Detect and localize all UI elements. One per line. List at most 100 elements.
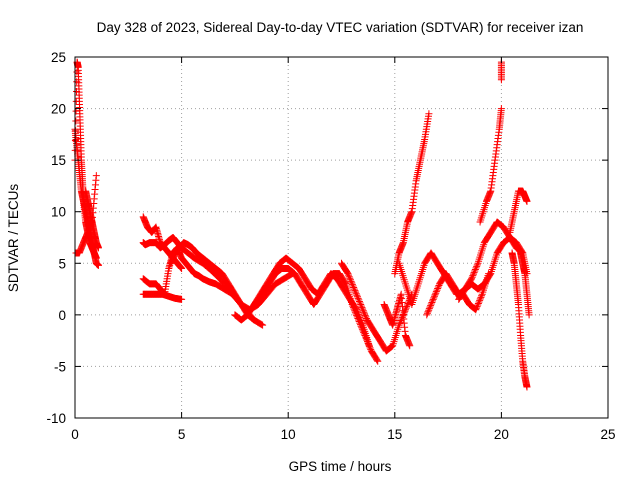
data-point — [362, 333, 370, 341]
data-point — [345, 271, 353, 279]
data-point — [471, 265, 479, 273]
y-tick-label: 20 — [51, 102, 66, 117]
series-arc-l — [338, 259, 416, 355]
data-point — [353, 311, 361, 319]
data-point — [353, 313, 361, 321]
data-point — [353, 291, 361, 299]
data-point — [352, 288, 360, 296]
data-point — [423, 309, 431, 317]
series-arc-k — [252, 264, 382, 365]
data-point — [473, 262, 481, 270]
data-point — [352, 290, 360, 298]
series-arc-t — [506, 187, 531, 236]
data-point — [428, 298, 436, 306]
y-tick-label: 5 — [58, 256, 66, 271]
data-point — [469, 270, 477, 278]
data-point — [357, 301, 365, 309]
data-point — [361, 310, 369, 318]
data-point — [348, 280, 356, 288]
x-tick-label: 20 — [494, 427, 509, 442]
y-tick-label: 25 — [51, 50, 66, 65]
data-point — [486, 271, 494, 279]
data-point — [365, 342, 373, 350]
data-point — [358, 324, 366, 332]
data-point — [476, 295, 484, 303]
data-point — [433, 286, 441, 294]
series-arc-u — [508, 249, 531, 391]
data-point — [92, 172, 100, 180]
data-points — [71, 58, 533, 391]
series-arc-v — [517, 249, 533, 319]
data-point — [94, 244, 102, 252]
y-axis-label: SDTVAR / TECUs — [6, 184, 21, 293]
data-point — [478, 292, 486, 300]
chart-title: Day 328 of 2023, Sidereal Day-to-day VTE… — [97, 20, 584, 35]
data-point — [472, 264, 480, 272]
data-point — [396, 318, 404, 326]
x-tick-label: 10 — [281, 427, 296, 442]
data-point — [345, 273, 353, 281]
data-point — [365, 341, 373, 349]
data-point — [178, 295, 186, 303]
data-point — [358, 304, 366, 312]
data-point — [477, 293, 485, 301]
data-point — [344, 270, 352, 278]
data-point — [354, 314, 362, 322]
series-arc-m — [380, 290, 414, 350]
y-tick-label: -5 — [54, 359, 66, 374]
data-point — [350, 284, 358, 292]
data-point — [472, 306, 480, 314]
data-point — [395, 321, 403, 329]
data-point — [497, 105, 505, 113]
data-point — [364, 339, 372, 347]
data-point — [350, 305, 358, 313]
data-point — [396, 320, 404, 328]
data-point — [355, 296, 363, 304]
data-point — [469, 272, 477, 280]
data-point — [473, 303, 481, 311]
y-tick-label: -10 — [46, 411, 66, 426]
x-tick-label: 5 — [178, 427, 186, 442]
data-point — [364, 338, 372, 346]
data-point — [349, 304, 357, 312]
data-point — [471, 267, 479, 275]
x-tick-label: 15 — [387, 427, 402, 442]
data-point — [429, 297, 437, 305]
data-point — [432, 289, 440, 297]
data-point — [356, 319, 364, 327]
data-point — [356, 321, 364, 329]
data-point — [473, 261, 481, 269]
data-point — [360, 328, 368, 336]
axis-ticks: 0 5 10 15 20 25 -10 -5 0 5 10 15 20 25 — [46, 50, 615, 442]
data-point — [362, 335, 370, 343]
data-point — [257, 320, 265, 328]
data-point — [425, 305, 433, 313]
data-point — [474, 301, 482, 309]
x-tick-label: 0 — [71, 427, 79, 442]
data-point — [346, 276, 354, 284]
data-point — [470, 269, 478, 277]
data-point — [347, 277, 355, 285]
data-point — [360, 330, 368, 338]
data-point — [258, 321, 266, 329]
data-point — [472, 304, 480, 312]
data-point — [354, 294, 362, 302]
data-point — [403, 301, 411, 309]
data-point — [475, 298, 483, 306]
data-point — [429, 295, 437, 303]
data-point — [432, 288, 440, 296]
data-point — [424, 308, 432, 316]
data-point — [348, 301, 356, 309]
data-point — [349, 302, 357, 310]
data-point — [523, 197, 531, 205]
data-point — [423, 311, 431, 319]
data-point — [474, 300, 482, 308]
data-point — [356, 299, 364, 307]
data-point — [425, 306, 433, 314]
plot-frame — [74, 56, 609, 419]
series-arc-f — [139, 213, 186, 272]
data-point — [249, 315, 257, 323]
data-point — [249, 315, 257, 323]
